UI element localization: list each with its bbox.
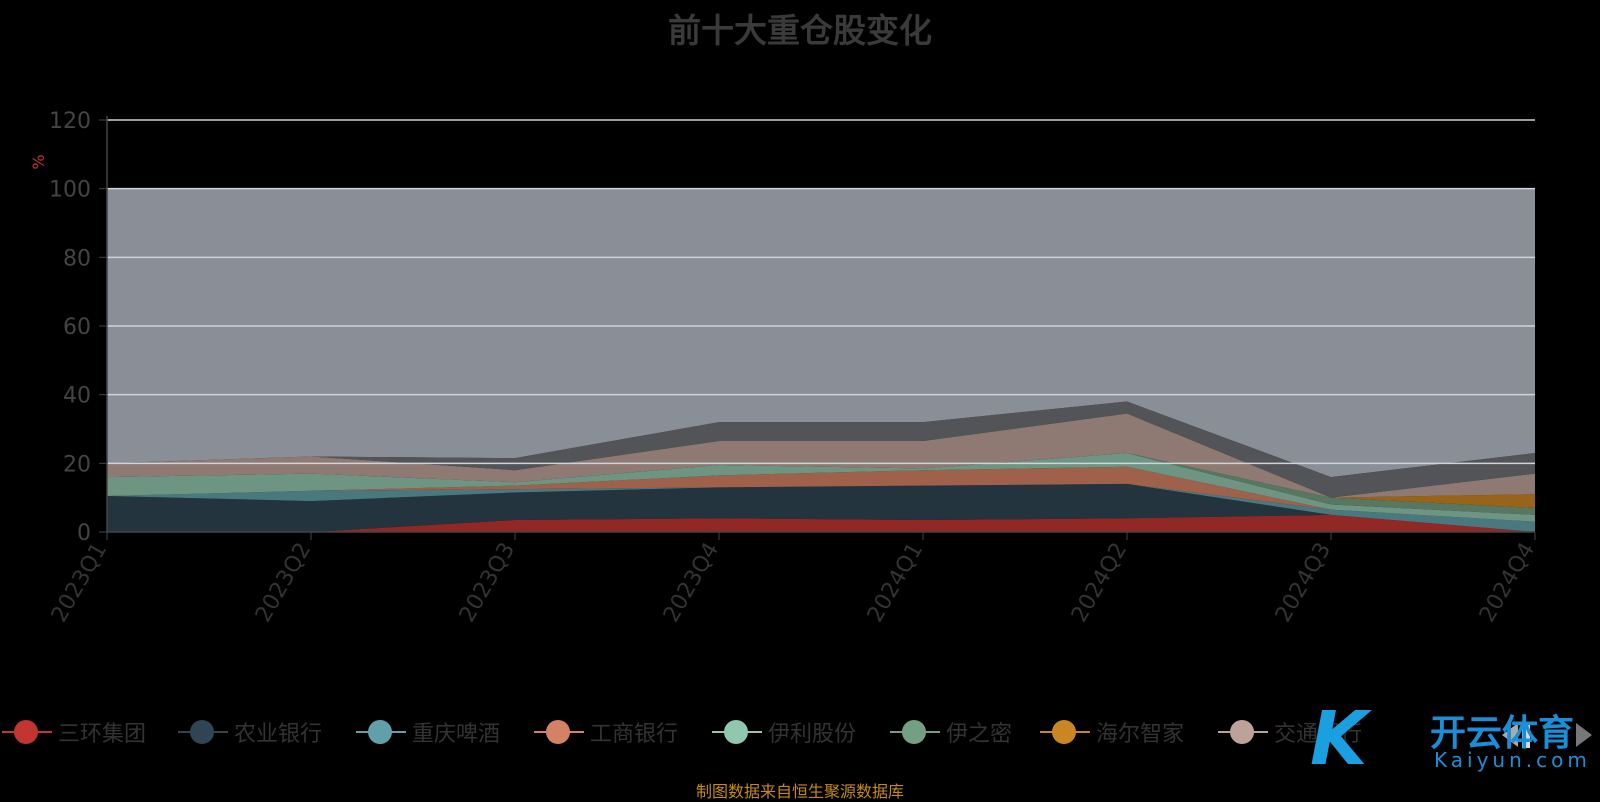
legend-label: 伊之密 [946, 722, 1013, 747]
legend-marker-dot [14, 720, 38, 744]
x-tick-label-3: 2023Q4 [659, 539, 724, 627]
legend-marker-dot [902, 720, 926, 744]
area-series-1 [107, 483, 1535, 532]
area-series-7 [107, 413, 1535, 498]
area-series-5 [107, 453, 1535, 515]
y-axis-label: % [29, 154, 48, 169]
legend-marker-icon [534, 717, 584, 747]
remainder-area [107, 188, 1535, 478]
watermark-cn-text: 开云体育 [1430, 713, 1575, 754]
legend-marker-icon [178, 717, 228, 747]
chart-title: 前十大重仓股变化 [668, 11, 932, 50]
area-series-8 [107, 401, 1535, 498]
legend-label: 工商银行 [590, 722, 679, 747]
x-tick-label-1: 2023Q2 [251, 539, 316, 627]
x-tick-label-4: 2024Q1 [863, 539, 928, 627]
legend-item[interactable]: 伊利股份 [712, 714, 856, 750]
legend-label: 三环集团 [58, 722, 147, 747]
legend-next-arrow-icon[interactable] [1576, 723, 1592, 747]
legend-marker-icon [712, 717, 762, 747]
y-tick-label-2: 40 [63, 384, 91, 409]
legend-item[interactable]: 三环集团 [2, 714, 146, 750]
legend-item[interactable]: 重庆啤酒 [356, 714, 500, 750]
legend-marker-dot [368, 720, 392, 744]
legend-label: 伊利股份 [768, 722, 857, 747]
y-tick-label-1: 20 [63, 452, 91, 477]
legend-label: 重庆啤酒 [412, 722, 501, 747]
legend-marker-dot [190, 720, 214, 744]
y-tick-label-6: 120 [49, 109, 91, 134]
legend: 三环集团 农业银行 重庆啤酒 工商银行 伊利股份 伊之密 海尔智家 交通银行 [0, 714, 1600, 750]
y-tick-label-4: 80 [63, 246, 91, 271]
area-series-4 [107, 453, 1535, 522]
legend-label: 农业银行 [234, 722, 323, 747]
legend-marker-dot [1230, 720, 1254, 744]
watermark-en-text: Kaiyun.com [1434, 748, 1591, 772]
legend-item[interactable]: 交通银行 [1218, 714, 1362, 750]
legend-marker-icon [1218, 717, 1268, 747]
legend-label: 交通银行 [1274, 722, 1363, 747]
legend-item[interactable]: 工商银行 [534, 714, 678, 750]
x-tick-label-6: 2024Q3 [1271, 539, 1336, 627]
legend-marker-dot [546, 720, 570, 744]
y-tick-label-5: 100 [49, 178, 91, 203]
legend-marker-icon [1040, 717, 1090, 747]
x-tick-label-0: 2023Q1 [47, 539, 112, 627]
legend-item[interactable]: 伊之密 [890, 714, 1012, 750]
watermark-logo: K 开云体育 Kaiyun.com [1310, 696, 1600, 786]
x-tick-label-7: 2024Q4 [1475, 539, 1540, 627]
legend-item[interactable]: 海尔智家 [1040, 714, 1184, 750]
legend-prev-arrow-icon[interactable] [1502, 723, 1518, 747]
legend-page-indicator [1522, 722, 1530, 748]
watermark-k-icon: K [1310, 696, 1368, 782]
area-series-0 [107, 514, 1535, 532]
x-tick-label-5: 2024Q2 [1067, 539, 1132, 627]
legend-marker-dot [724, 720, 748, 744]
legend-marker-icon [356, 717, 406, 747]
stacked-area-chart: 0 20 40 60 80 100 120% 2023Q1 2023Q2 2023Q3 2023Q4… [29, 109, 1540, 627]
area-series-3 [107, 466, 1535, 522]
y-tick-label-3: 60 [63, 315, 91, 340]
legend-marker-dot [1052, 720, 1076, 744]
legend-marker-icon [890, 717, 940, 747]
legend-item[interactable]: 农业银行 [178, 714, 322, 750]
x-tick-label-2: 2023Q3 [455, 539, 520, 627]
legend-label: 海尔智家 [1096, 722, 1185, 747]
legend-marker-icon [2, 717, 52, 747]
source-note: 制图数据来自恒生聚源数据库 [695, 782, 904, 801]
y-tick-label-0: 0 [77, 521, 91, 546]
